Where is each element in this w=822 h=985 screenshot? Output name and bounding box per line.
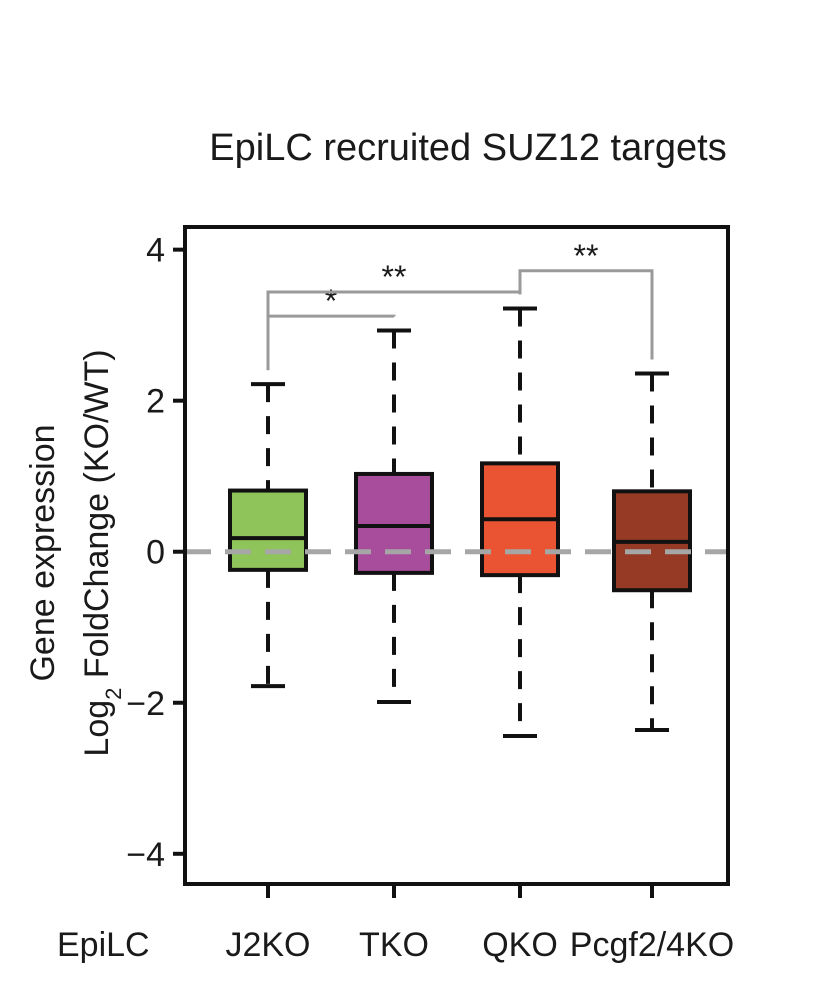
y-tick-label: 2 <box>146 383 165 421</box>
x-tick-label: TKO <box>359 926 429 964</box>
box-j2ko <box>228 382 308 689</box>
box-pcgf2-4ko <box>612 371 692 732</box>
bracket-line <box>266 314 396 371</box>
significance-bracket: * <box>266 283 396 371</box>
x-tick-label: QKO <box>482 926 558 964</box>
significance-label: ** <box>382 259 407 295</box>
y-tick-label: −4 <box>126 836 165 874</box>
y-axis-label-line1: Gene expression <box>24 424 62 681</box>
y-axis-label: Gene expression Log2 FoldChange (KO/WT) <box>24 349 126 756</box>
box-body <box>228 488 308 572</box>
x-tick-label: J2KO <box>225 926 310 964</box>
significance-bracket: ** <box>518 238 654 360</box>
y-axis-label-line2: Log2 FoldChange (KO/WT) <box>78 349 126 756</box>
box-body <box>354 471 434 575</box>
y-tick-label: 0 <box>146 534 165 572</box>
y-tick-label: −2 <box>126 685 165 723</box>
box-qko <box>480 306 560 738</box>
y-axis-ticks: 4 2 0 −2 −4 <box>126 232 185 874</box>
significance-label: ** <box>574 238 599 274</box>
box-tko <box>354 328 434 705</box>
significance-brackets: ***** <box>266 238 654 371</box>
y-axis-label-log: Log <box>78 700 116 757</box>
significance-label: * <box>325 283 337 319</box>
significance-bracket: ** <box>266 259 522 371</box>
x-axis-prefix-label: EpiLC <box>57 926 150 964</box>
plot-frame <box>183 225 730 886</box>
bracket-line <box>518 269 654 360</box>
y-axis-label-foldchange: FoldChange (KO/WT) <box>78 349 116 687</box>
boxes <box>228 306 692 738</box>
chart-title: EpiLC recruited SUZ12 targets <box>209 127 726 169</box>
y-tick-label: 4 <box>146 232 165 270</box>
x-tick-label: Pcgf2/4KO <box>570 926 734 964</box>
y-axis-label-subscript: 2 <box>101 688 126 700</box>
x-axis-labels: J2KO TKO QKO Pcgf2/4KO <box>225 926 734 964</box>
x-axis-ticks <box>266 884 654 898</box>
